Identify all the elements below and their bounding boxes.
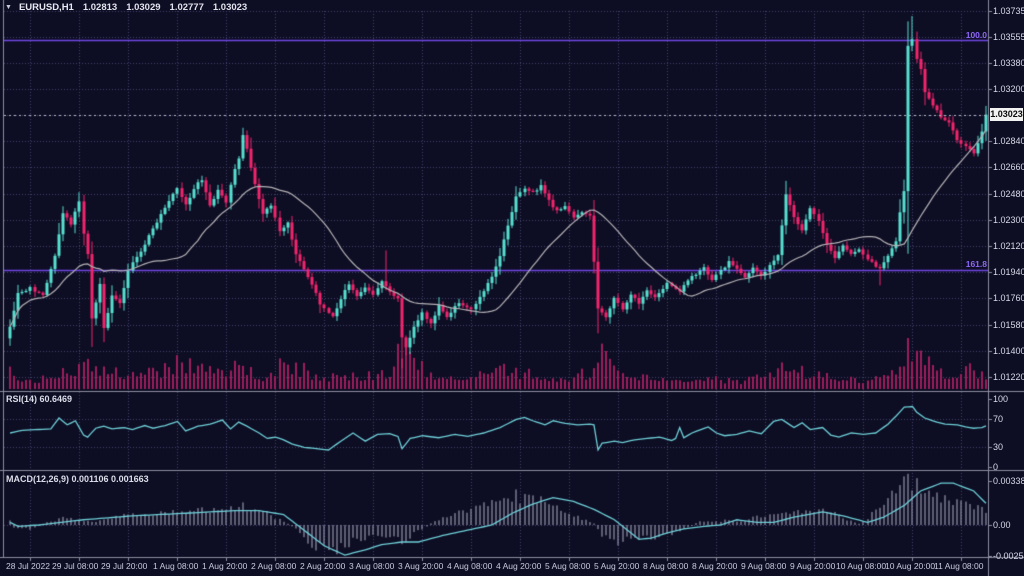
macd-indicator-label: MACD(12,26,9) 0.001106 0.001663 <box>6 474 149 484</box>
time-tick-label: 1 Aug 08:00 <box>153 561 199 571</box>
rsi-tick-label: 30 <box>993 442 1004 452</box>
price-tick-label: 1.03380 <box>993 58 1024 68</box>
chart-header: ▼ EURUSD,H1 1.02813 1.03029 1.02777 1.03… <box>5 2 247 13</box>
price-tick-label: 1.02120 <box>993 241 1024 251</box>
rsi-tick-label: 0 <box>993 462 999 472</box>
price-tick-label: 1.01760 <box>993 293 1024 303</box>
time-tick-label: 28 Jul 2022 <box>6 561 50 571</box>
price-tick-label: 1.01400 <box>993 346 1024 356</box>
rsi-tick-label: 70 <box>993 414 1004 424</box>
current-price-badge: 1.03023 <box>990 108 1023 121</box>
time-tick-label: 3 Aug 20:00 <box>398 561 444 571</box>
price-tick-label: 1.02840 <box>993 136 1024 146</box>
price-tick-label: 1.03555 <box>993 32 1024 42</box>
price-tick-label: 1.03735 <box>993 6 1024 16</box>
time-tick-label: 2 Aug 08:00 <box>251 561 297 571</box>
macd-tick-label: -0.002584 <box>993 551 1024 561</box>
rsi-indicator-label: RSI(14) 60.6469 <box>6 394 73 404</box>
symbol-timeframe-label: EURUSD,H1 <box>18 2 74 13</box>
macd-tick-label: 0.00 <box>993 520 1011 530</box>
time-tick-label: 4 Aug 08:00 <box>447 561 493 571</box>
price-tick-label: 1.02660 <box>993 162 1024 172</box>
time-tick-label: 29 Jul 08:00 <box>52 561 99 571</box>
time-tick-label: 10 Aug 20:00 <box>885 561 936 571</box>
ohlc-close-value: 1.03023 <box>212 2 248 13</box>
symbol-dropdown-icon[interactable]: ▼ <box>5 4 12 11</box>
time-tick-label: 5 Aug 20:00 <box>594 561 640 571</box>
price-tick-label: 1.01220 <box>993 372 1024 382</box>
time-tick-label: 8 Aug 08:00 <box>643 561 689 571</box>
price-tick-label: 1.02300 <box>993 215 1024 225</box>
time-tick-label: 9 Aug 20:00 <box>790 561 836 571</box>
time-tick-label: 11 Aug 08:00 <box>934 561 984 571</box>
price-tick-label: 1.01940 <box>993 267 1024 277</box>
time-tick-label: 5 Aug 08:00 <box>545 561 591 571</box>
time-tick-label: 8 Aug 20:00 <box>692 561 738 571</box>
fib-level-label-161: 161.8 <box>965 259 987 269</box>
price-tick-label: 1.02480 <box>993 189 1024 199</box>
macd-tick-label: 0.003387 <box>993 476 1024 486</box>
fib-level-label-100: 100.0 <box>965 30 987 40</box>
rsi-tick-label: 100 <box>993 394 1009 404</box>
ohlc-low-value: 1.02777 <box>169 2 204 13</box>
ohlc-open-value: 1.02813 <box>82 2 118 13</box>
time-tick-label: 1 Aug 20:00 <box>202 561 248 571</box>
time-tick-label: 9 Aug 08:00 <box>741 561 787 571</box>
ohlc-high-value: 1.03029 <box>126 2 161 13</box>
time-tick-label: 10 Aug 08:00 <box>836 561 887 571</box>
price-tick-label: 1.03200 <box>993 84 1024 94</box>
time-tick-label: 29 Jul 20:00 <box>101 561 148 571</box>
time-tick-label: 3 Aug 08:00 <box>349 561 395 571</box>
time-tick-label: 2 Aug 20:00 <box>300 561 346 571</box>
time-tick-label: 4 Aug 20:00 <box>496 561 542 571</box>
price-tick-label: 1.01580 <box>993 320 1024 330</box>
